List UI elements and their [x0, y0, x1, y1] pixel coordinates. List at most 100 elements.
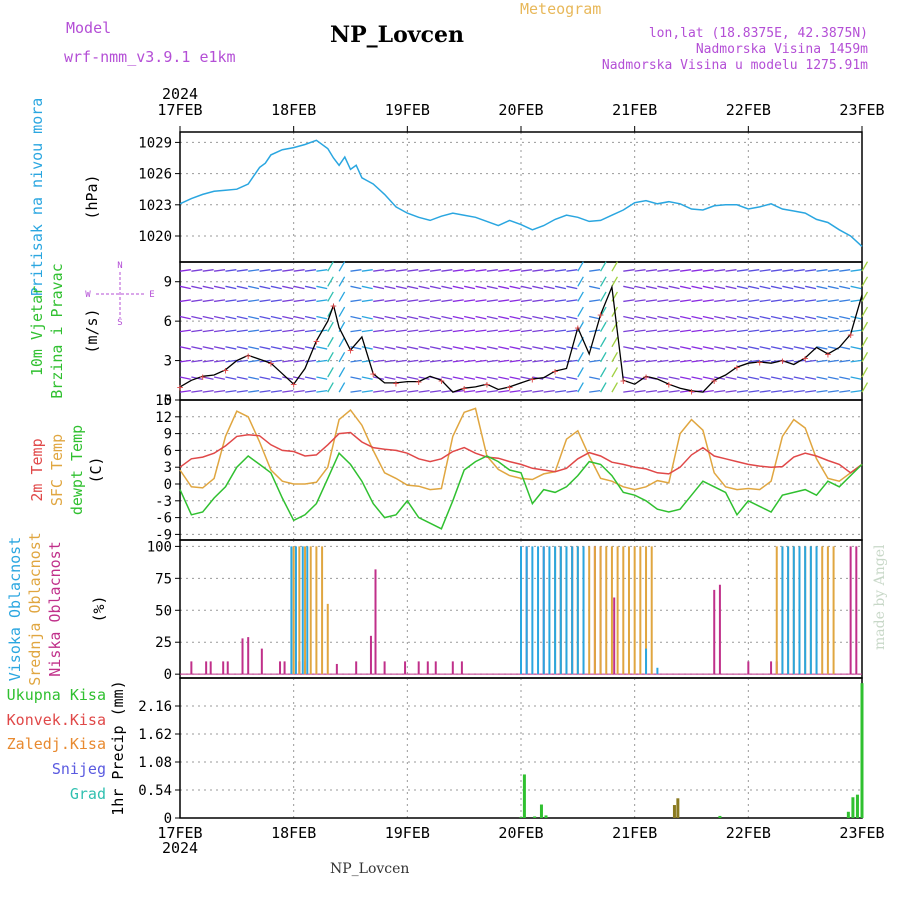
wind-barb	[407, 285, 419, 290]
wind-barb	[520, 285, 532, 290]
wind-barb	[850, 269, 862, 272]
wind-barb	[600, 367, 607, 378]
wind-barb	[555, 389, 567, 393]
pressure-line	[179, 139, 863, 247]
wind-gust-marker: +	[461, 382, 468, 395]
precip-legend-label: Snijeg	[52, 760, 106, 778]
wind-barb	[202, 299, 214, 303]
wind-barb	[475, 389, 487, 393]
wind-barb	[236, 269, 248, 272]
wind-barb	[293, 389, 305, 393]
wind-barb	[782, 389, 794, 393]
wind-barb	[748, 359, 760, 363]
wind-barb	[236, 346, 248, 350]
wind-barb	[816, 389, 828, 393]
wind-barb	[668, 269, 680, 272]
wind-barb	[839, 376, 851, 380]
wind-barb	[327, 261, 334, 272]
wind-barb	[248, 269, 260, 272]
wind-barb	[691, 359, 703, 363]
wind-barb	[725, 389, 737, 393]
precip-bar	[855, 794, 859, 818]
wind-barb	[293, 285, 305, 290]
model-label: Model	[66, 19, 112, 37]
wind-barb	[509, 269, 521, 272]
wind-barb	[464, 285, 476, 290]
wind-barb	[236, 389, 248, 393]
wind-barb	[179, 346, 191, 350]
wind-barb	[532, 299, 544, 303]
wind-barb	[702, 329, 714, 333]
wind-barb	[338, 382, 346, 393]
wind-barb	[532, 285, 544, 290]
wind-barb	[475, 346, 487, 350]
wind-barb	[179, 285, 191, 290]
wind-barb	[577, 306, 584, 317]
y-tick-label: 0	[164, 477, 172, 493]
wind-barb	[350, 269, 362, 272]
wind-barb	[464, 376, 476, 380]
wind-barb	[236, 299, 248, 303]
wind-barb	[611, 276, 618, 287]
wind-gust-marker: +	[734, 361, 741, 374]
precip-legend-label: Konvek.Kisa	[7, 711, 106, 729]
wind-barb	[338, 352, 346, 363]
wind-barb	[327, 336, 334, 348]
wind-barb	[225, 389, 237, 393]
wind-barb	[498, 376, 510, 380]
wind-barb	[554, 376, 566, 380]
wind-barb	[657, 269, 669, 272]
wind-barb	[668, 329, 680, 333]
wind-barb	[577, 382, 584, 393]
wind-barb	[702, 285, 714, 290]
wind-barb	[702, 299, 714, 303]
wind-barb	[793, 389, 805, 393]
temp-unit-label: (C)	[87, 456, 105, 483]
wind-barb	[373, 346, 385, 350]
wind-barb	[679, 285, 692, 290]
wind-barb	[850, 376, 862, 380]
wind-gust-marker: +	[575, 322, 582, 335]
wind-gust-marker: +	[825, 348, 832, 361]
wind-barb	[441, 346, 453, 350]
wind-barb	[816, 346, 828, 350]
wind-barb	[759, 269, 771, 272]
wind-barb	[748, 299, 760, 303]
wind-barb	[770, 315, 782, 320]
precip-bar	[533, 816, 537, 818]
wind-barb	[338, 276, 346, 287]
wind-gust-marker: +	[506, 381, 513, 394]
wind-barb	[486, 376, 498, 380]
wind-barb	[498, 315, 510, 320]
panel-frame	[179, 399, 863, 541]
y-tick-label: 0	[164, 393, 172, 409]
wind-barb	[304, 299, 317, 303]
x-tick-label-top: 17FEB	[157, 101, 202, 119]
compass-w: W	[85, 290, 91, 300]
wind-barb	[407, 315, 419, 320]
wind-axis-label: 10m Vjetar	[28, 286, 46, 376]
wind-gust-marker: +	[597, 309, 604, 322]
wind-gust-marker: +	[665, 378, 672, 391]
sfc-temp-axis-label: SFC Temp	[48, 434, 66, 506]
wind-barb	[179, 359, 191, 363]
wind-barb	[361, 346, 373, 350]
wind-barb	[736, 269, 748, 272]
wind-barb	[350, 315, 362, 320]
wind-barb	[441, 285, 453, 290]
wind-barb	[589, 359, 601, 363]
wind-gust-marker: +	[330, 299, 337, 312]
wind-barb	[805, 315, 817, 320]
wind-barb	[770, 346, 782, 350]
wind-barb	[259, 315, 271, 320]
wind-barb	[657, 315, 669, 320]
wind-barb	[566, 389, 578, 393]
wind-barb	[691, 269, 703, 272]
precip-legend-label: Zaledj.Kisa	[7, 735, 106, 753]
wind-barb	[793, 315, 805, 320]
wind-barb	[736, 299, 748, 303]
wind-barb	[248, 359, 260, 363]
wind-barb	[213, 315, 225, 320]
wind-barb	[520, 315, 532, 320]
wind-barb	[248, 346, 260, 350]
